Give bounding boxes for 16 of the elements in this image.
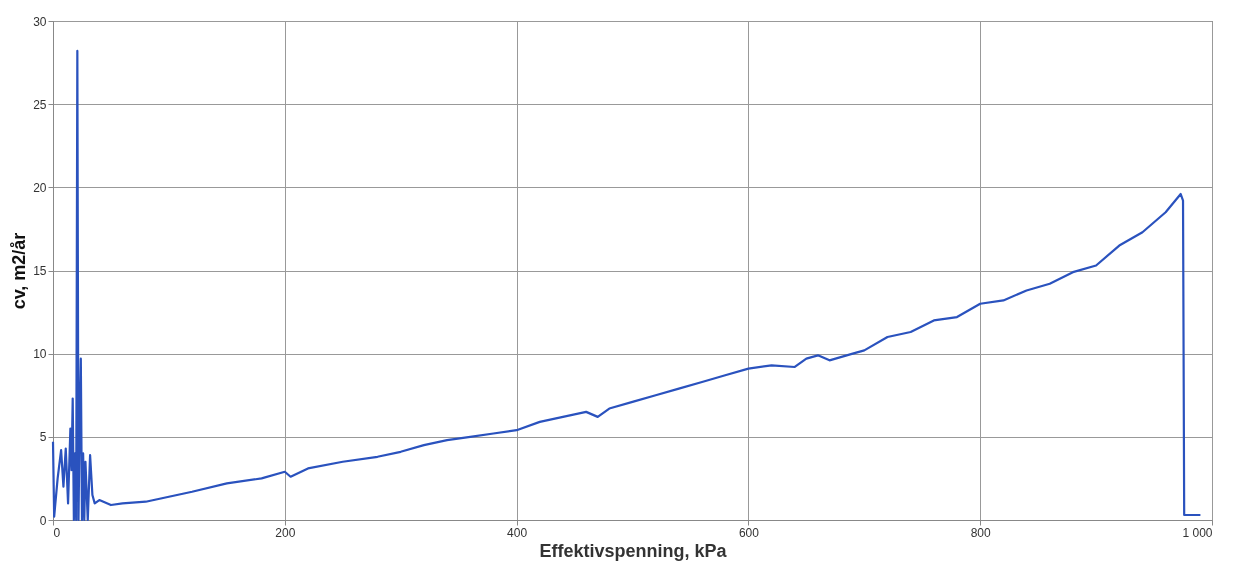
x-axis-title: Effektivspenning, kPa	[539, 540, 728, 561]
y-axis-title: cv, m2/år	[9, 232, 30, 310]
x-tick-label: 0	[53, 525, 61, 540]
x-tick-label: 200	[275, 525, 296, 540]
y-tick-label: 30	[33, 14, 47, 29]
x-tick-label: 800	[970, 525, 992, 540]
y-tick-label: 15	[33, 264, 47, 278]
x-tick-label: 400	[507, 525, 528, 540]
y-tick-label: 25	[33, 97, 47, 112]
line-series	[51, 49, 1202, 522]
y-tick-label: 0	[39, 513, 47, 528]
x-tick-label: 600	[738, 525, 760, 540]
y-tick-label: 20	[33, 180, 47, 195]
x-tick-label: 1 000	[1182, 525, 1213, 540]
y-tick-label: 5	[39, 430, 47, 445]
y-tick-label: 10	[33, 347, 47, 362]
